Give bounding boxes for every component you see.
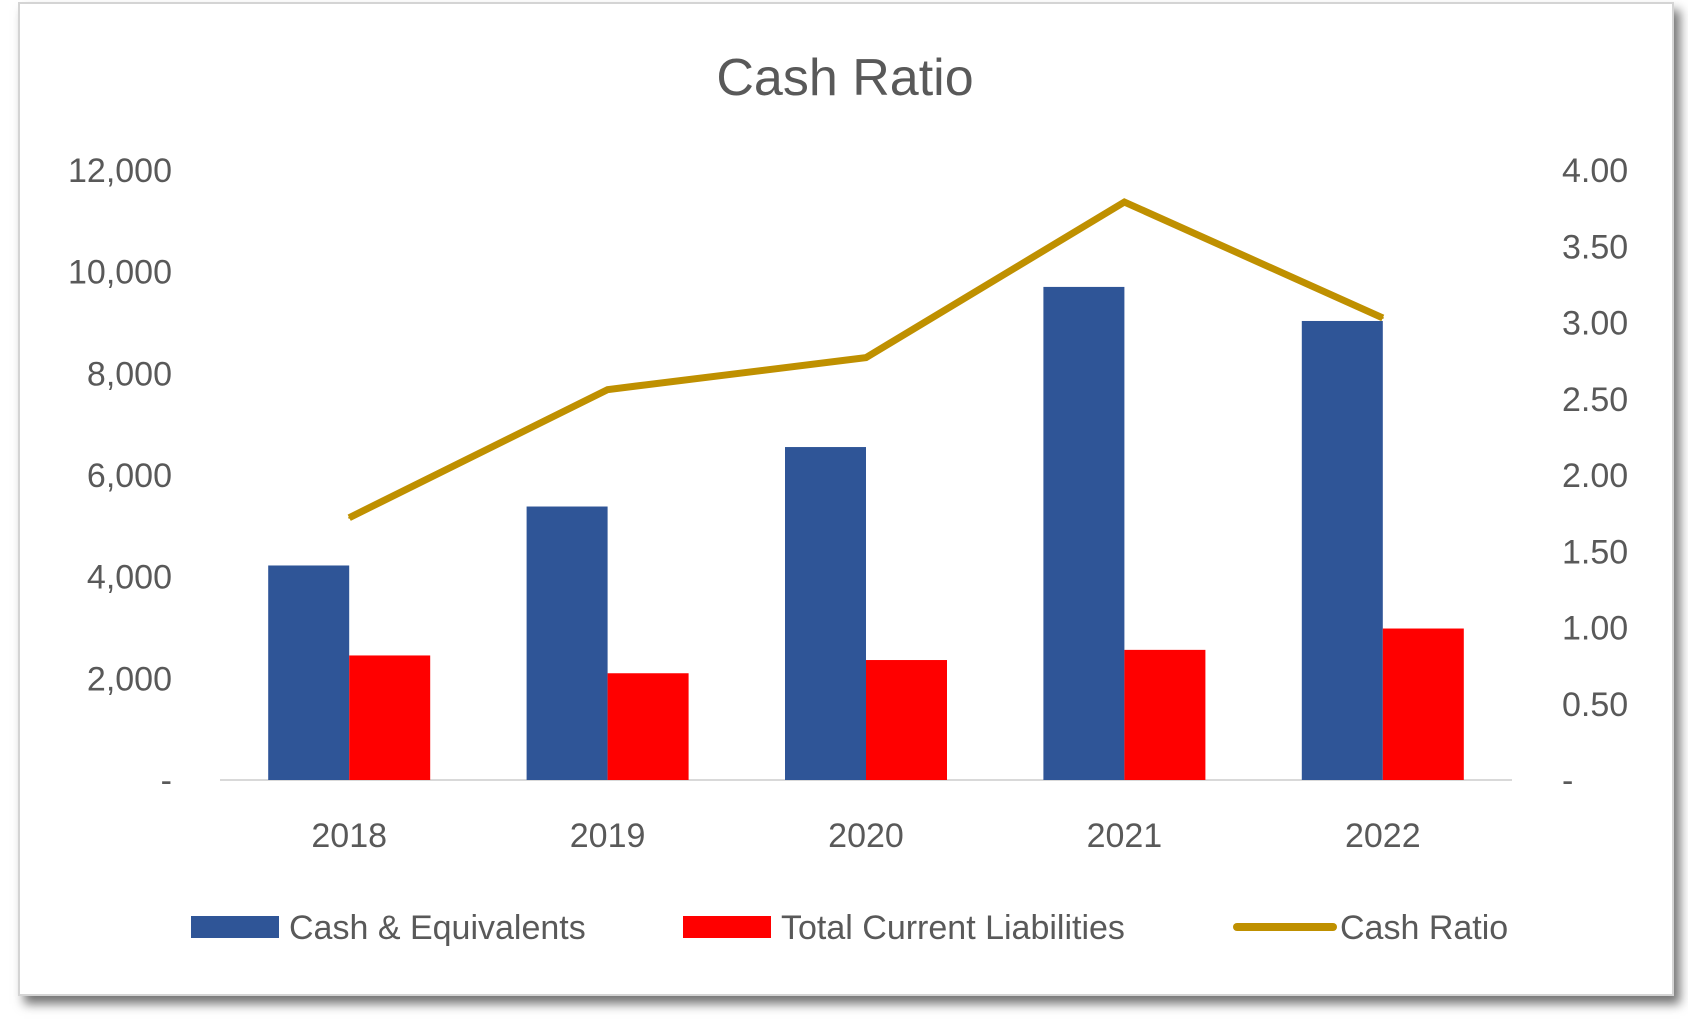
bar-cash-equivalents: [526, 506, 608, 780]
right-tick-label: 2.50: [1562, 381, 1628, 419]
category-label: 2020: [828, 817, 904, 855]
left-tick-label: 4,000: [87, 559, 172, 597]
bar-cash-equivalents: [1043, 286, 1125, 780]
cash-ratio-point: [348, 516, 351, 519]
bar-total-current-liabilities: [1124, 649, 1206, 780]
cash-ratio-point: [1381, 316, 1384, 319]
left-tick-label: 6,000: [87, 457, 172, 495]
right-tick-label: 2.00: [1562, 457, 1628, 495]
category-label: 2019: [570, 817, 646, 855]
right-tick-label: 1.00: [1562, 610, 1628, 648]
legend: Cash & Equivalents Total Current Liabilit…: [191, 909, 1508, 947]
left-tick-label: 8,000: [87, 355, 172, 393]
category-label: 2021: [1087, 817, 1163, 855]
bar-cash-equivalents: [1301, 320, 1383, 780]
bar-total-current-liabilities: [866, 660, 947, 780]
left-tick-label: -: [161, 762, 172, 800]
legend-swatch: [683, 916, 771, 938]
cash-ratio-point: [606, 388, 609, 391]
category-label: 2018: [311, 817, 387, 855]
legend-label: Cash & Equivalents: [289, 909, 586, 947]
bar-cash-equivalents: [268, 565, 350, 780]
right-tick-label: 3.50: [1562, 228, 1628, 266]
legend-label: Total Current Liabilities: [781, 909, 1125, 947]
cash-ratio-point: [1123, 201, 1126, 204]
right-tick-label: 0.50: [1562, 686, 1628, 724]
right-tick-label: -: [1562, 762, 1573, 800]
bar-total-current-liabilities: [349, 655, 431, 780]
line-series: [347, 198, 1385, 521]
left-axis-ticks: - 2,000 4,000 6,000 8,000 10,000 12,000: [68, 152, 172, 800]
legend-label: Cash Ratio: [1340, 909, 1508, 947]
legend-swatch: [191, 916, 279, 938]
left-tick-label: 2,000: [87, 660, 172, 698]
left-tick-label: 10,000: [68, 254, 172, 292]
cash-ratio-line: [347, 198, 1385, 521]
chart-title: Cash Ratio: [716, 49, 973, 107]
right-tick-label: 1.50: [1562, 533, 1628, 571]
cash-ratio-point: [865, 356, 867, 359]
category-axis-labels: 2018 2019 2020 2021 2022: [311, 817, 1420, 855]
right-tick-label: 3.00: [1562, 305, 1628, 343]
left-tick-label: 12,000: [68, 152, 172, 190]
right-axis-ticks: - 0.50 1.00 1.50 2.00 2.50 3.00 3.50 4.00: [1562, 152, 1628, 800]
bar-total-current-liabilities: [607, 673, 689, 780]
right-tick-label: 4.00: [1562, 152, 1628, 190]
bar-series: [268, 286, 1464, 780]
bar-cash-equivalents: [785, 447, 866, 780]
category-label: 2022: [1345, 817, 1421, 855]
bar-total-current-liabilities: [1382, 628, 1464, 780]
